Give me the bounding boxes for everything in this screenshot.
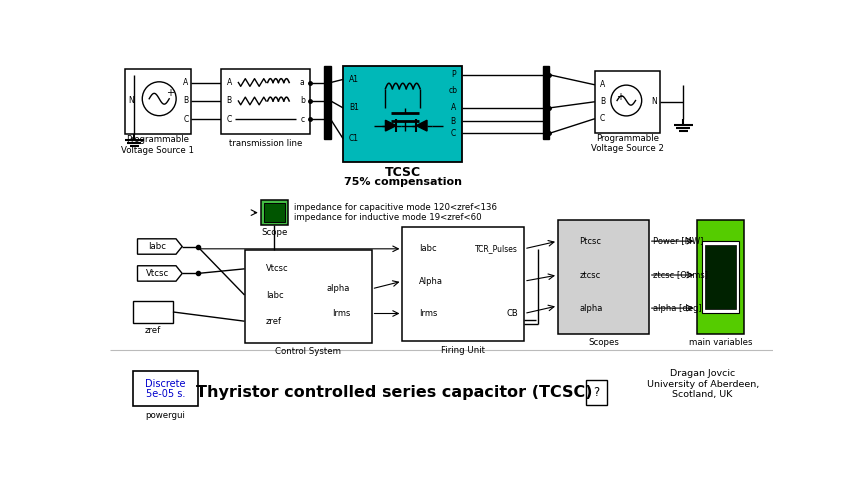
Text: zref: zref [145,326,161,335]
Bar [133,371,198,406]
Text: alpha: alpha [579,303,603,313]
Text: A: A [600,80,605,89]
Text: C: C [226,115,232,124]
Text: B: B [600,97,605,106]
Text: c: c [300,115,304,124]
Text: 75% compensation: 75% compensation [344,177,461,187]
Text: Alpha: Alpha [419,277,443,286]
Text: A: A [226,78,232,87]
Circle shape [611,85,641,116]
Text: alpha [deg]: alpha [deg] [653,303,701,313]
Text: A: A [183,78,189,87]
Text: Scope: Scope [261,228,288,237]
Text: TCSC: TCSC [385,166,421,179]
Text: B: B [226,97,232,105]
Bar [542,65,549,139]
Text: B1: B1 [349,103,359,112]
Text: impedance for capacitive mode 120<zref<136
impedance for inductive mode 19<zref<: impedance for capacitive mode 120<zref<1… [294,203,497,222]
Text: 5e-05 s.: 5e-05 s. [146,390,185,399]
Text: ztcsc: ztcsc [579,270,601,280]
Text: Vtcsc: Vtcsc [146,269,170,278]
Text: +: + [166,88,174,99]
Text: transmission line: transmission line [229,139,302,148]
Text: Discrete: Discrete [146,379,186,389]
Text: Programmable
Voltage Source 1: Programmable Voltage Source 1 [121,135,195,154]
Bar [261,200,288,225]
Bar [595,71,660,133]
Text: Thyristor controlled series capacitor (TCSC): Thyristor controlled series capacitor (T… [196,385,593,399]
Text: Irms: Irms [419,309,437,318]
Text: Scopes: Scopes [588,338,619,347]
Text: Iabc: Iabc [266,291,284,299]
Bar [558,220,649,334]
Text: zref: zref [266,317,282,326]
Polygon shape [138,239,183,254]
Text: P: P [451,70,455,79]
Bar [125,69,190,134]
Bar [245,250,372,343]
Polygon shape [386,120,396,131]
Text: Firing Unit: Firing Unit [441,346,486,355]
Text: C: C [183,115,189,124]
Text: +: + [616,92,624,101]
Polygon shape [416,120,427,131]
Bar [702,241,739,313]
Text: C: C [450,129,455,138]
Bar [402,227,524,341]
Text: CB: CB [506,309,517,318]
Bar [697,220,744,334]
Text: N: N [651,97,657,106]
Text: main variables: main variables [689,338,753,347]
Text: N: N [128,97,134,105]
Text: B: B [183,97,189,105]
Text: a: a [300,78,305,87]
Text: B: B [450,116,455,126]
Bar [263,203,285,222]
Text: alpha: alpha [326,284,350,294]
Text: Ptcsc: Ptcsc [579,237,602,246]
Bar [343,65,462,162]
Text: b: b [300,97,305,105]
Bar [221,69,310,134]
Text: TCR_Pulses: TCR_Pulses [475,245,517,253]
Text: cb: cb [449,86,458,95]
Text: A: A [450,103,455,112]
Text: C: C [600,114,605,123]
Text: ?: ? [593,386,599,399]
Text: Power [MW]: Power [MW] [653,237,703,246]
Bar [324,65,331,139]
Polygon shape [138,266,183,281]
Text: Programmable
Voltage Source 2: Programmable Voltage Source 2 [592,134,664,153]
Text: A1: A1 [349,75,359,84]
Text: C1: C1 [349,134,359,143]
Text: ztcsc [Ohms]: ztcsc [Ohms] [653,270,708,280]
Bar [133,301,173,323]
Circle shape [142,82,177,116]
Text: Iabc: Iabc [419,245,437,253]
Text: powergui: powergui [146,411,185,420]
Bar [705,245,736,309]
Text: Dragan Jovcic
University of Aberdeen,
Scotland, UK: Dragan Jovcic University of Aberdeen, Sc… [647,369,759,399]
Bar [585,381,607,405]
Text: Vtcsc: Vtcsc [266,264,288,273]
Text: Control System: Control System [275,347,341,356]
Text: Iabc: Iabc [149,242,166,251]
Text: Irms: Irms [331,309,350,318]
